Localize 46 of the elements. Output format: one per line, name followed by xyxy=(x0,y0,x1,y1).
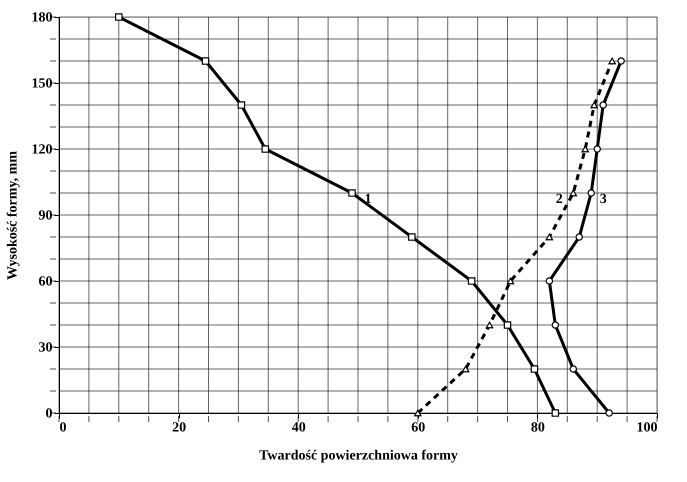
point xyxy=(348,189,356,197)
y-tick-label: 30 xyxy=(38,340,52,356)
x-tick-label: 100 xyxy=(636,420,658,436)
point xyxy=(570,365,578,373)
point xyxy=(552,409,560,417)
point xyxy=(202,57,210,65)
point xyxy=(468,277,476,285)
y-tick-label: 120 xyxy=(32,142,52,158)
point xyxy=(593,145,601,153)
y-tick-label: 90 xyxy=(38,208,52,224)
x-tick-label: 40 xyxy=(292,420,306,436)
y-tick-label: 180 xyxy=(32,10,52,26)
y-axis-title: Wysokość formy, mm xyxy=(6,150,20,280)
x-tick-label: 20 xyxy=(172,420,186,436)
y-tick-label: 60 xyxy=(38,274,52,290)
point xyxy=(462,366,470,372)
point xyxy=(530,365,538,373)
point xyxy=(504,321,512,329)
point xyxy=(506,278,514,284)
point xyxy=(599,101,607,109)
y-tick-label: 150 xyxy=(32,76,52,92)
series-label: 3 xyxy=(600,192,607,207)
x-tick-label: 0 xyxy=(60,420,66,436)
point xyxy=(552,321,560,329)
point xyxy=(115,13,123,21)
point xyxy=(570,190,578,196)
point xyxy=(581,146,589,152)
y-tick-label: 0 xyxy=(46,406,52,422)
point xyxy=(587,189,595,197)
point xyxy=(414,410,422,416)
x-tick-label: 60 xyxy=(411,420,426,436)
point xyxy=(576,233,584,241)
point xyxy=(590,102,598,108)
series-label: 2 xyxy=(556,192,563,207)
point xyxy=(605,409,613,417)
x-axis-title: Twardość powierzchniowa formy xyxy=(259,448,458,464)
point xyxy=(238,101,246,109)
point xyxy=(262,145,270,153)
point xyxy=(408,233,416,241)
x-tick-label: 80 xyxy=(530,420,545,436)
series-label: 1 xyxy=(364,192,372,207)
point xyxy=(546,277,554,285)
point xyxy=(546,234,554,240)
point xyxy=(608,58,616,64)
point xyxy=(617,57,625,65)
point xyxy=(486,322,494,328)
